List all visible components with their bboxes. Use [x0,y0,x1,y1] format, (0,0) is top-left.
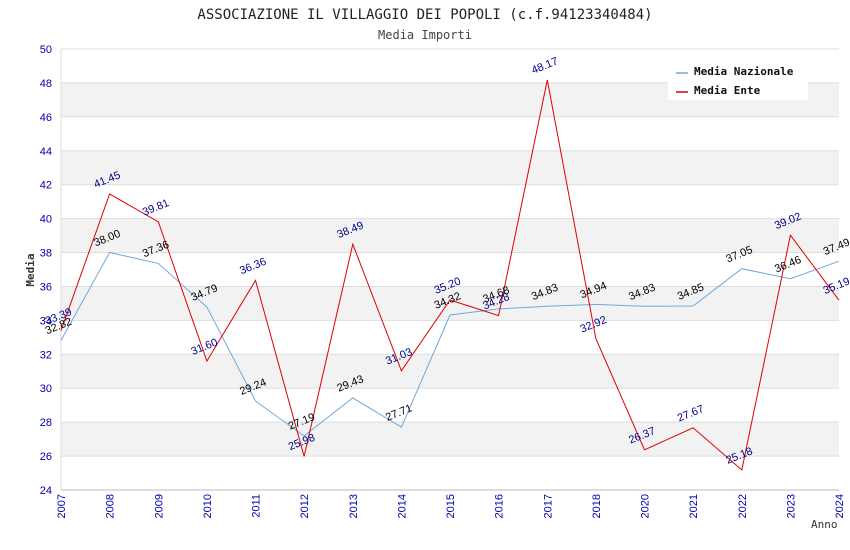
y-tick-label: 34 [40,315,52,327]
legend-label-media-ente: Media Ente [694,84,761,97]
chart-title: ASSOCIAZIONE IL VILLAGGIO DEI POPOLI (c.… [197,7,652,23]
series-line-media-ente [60,79,840,471]
y-axis-label: Media [24,253,37,286]
legend: Media Nazionale Media Ente [668,60,808,100]
data-label: 36.36 [238,256,268,277]
y-tick-label: 48 [40,78,52,90]
y-tick-label: 32 [40,349,52,361]
y-tick-label: 50 [40,44,52,56]
y-tick-label: 44 [40,146,52,158]
x-tick-label: 2020 [640,494,652,518]
y-tick-label: 38 [40,248,52,260]
y-tick-label: 42 [40,180,52,192]
x-tick-label: 2017 [542,494,554,518]
x-tick-label: 2007 [56,494,68,518]
x-tick-label: 2013 [348,494,360,518]
x-tick-label: 2012 [299,494,311,518]
data-label: 27.67 [676,403,706,424]
data-label: 48.17 [530,55,560,76]
grid-band [61,354,839,389]
x-tick-label: 2015 [445,494,457,518]
y-tick-label: 46 [40,112,52,124]
data-label: 36.46 [773,254,803,275]
x-tick-label: 2011 [251,494,263,518]
y-tick-label: 26 [40,451,52,463]
plot-background [60,48,839,491]
data-label: 39.81 [141,197,171,218]
y-tick-label: 24 [40,485,52,497]
x-tick-label: 2018 [591,494,603,518]
y-tick-label: 30 [40,383,52,395]
x-axis-label: Anno [811,518,838,531]
x-tick-label: 2016 [494,494,506,518]
x-tick-label: 2014 [396,494,408,518]
grid-band [61,150,839,185]
x-tick-label: 2010 [202,494,214,518]
chart-subtitle: Media Importi [378,28,472,42]
legend-label-media-nazionale: Media Nazionale [694,65,794,78]
y-tick-label: 40 [40,214,52,226]
x-tick-label: 2009 [153,494,165,518]
grid-band [61,422,839,457]
x-tick-label: 2008 [105,494,117,518]
y-axis: 24 26 28 30 32 34 36 38 40 42 44 46 48 50 [40,44,52,497]
series-lines [60,79,840,471]
grid-band [61,218,839,253]
x-tick-label: 2024 [834,494,846,518]
legend-box [668,60,808,100]
y-tick-label: 36 [40,281,52,293]
x-tick-label: 2021 [688,494,700,518]
x-tick-label: 2023 [785,494,797,518]
data-label: 27.71 [384,402,414,423]
y-tick-label: 28 [40,417,52,429]
x-tick-label: 2022 [737,494,749,518]
x-axis: 2007 2008 2009 2010 2011 2012 2013 2014 2015 2016… [56,494,846,518]
series-line-media-nazionale [60,251,840,437]
